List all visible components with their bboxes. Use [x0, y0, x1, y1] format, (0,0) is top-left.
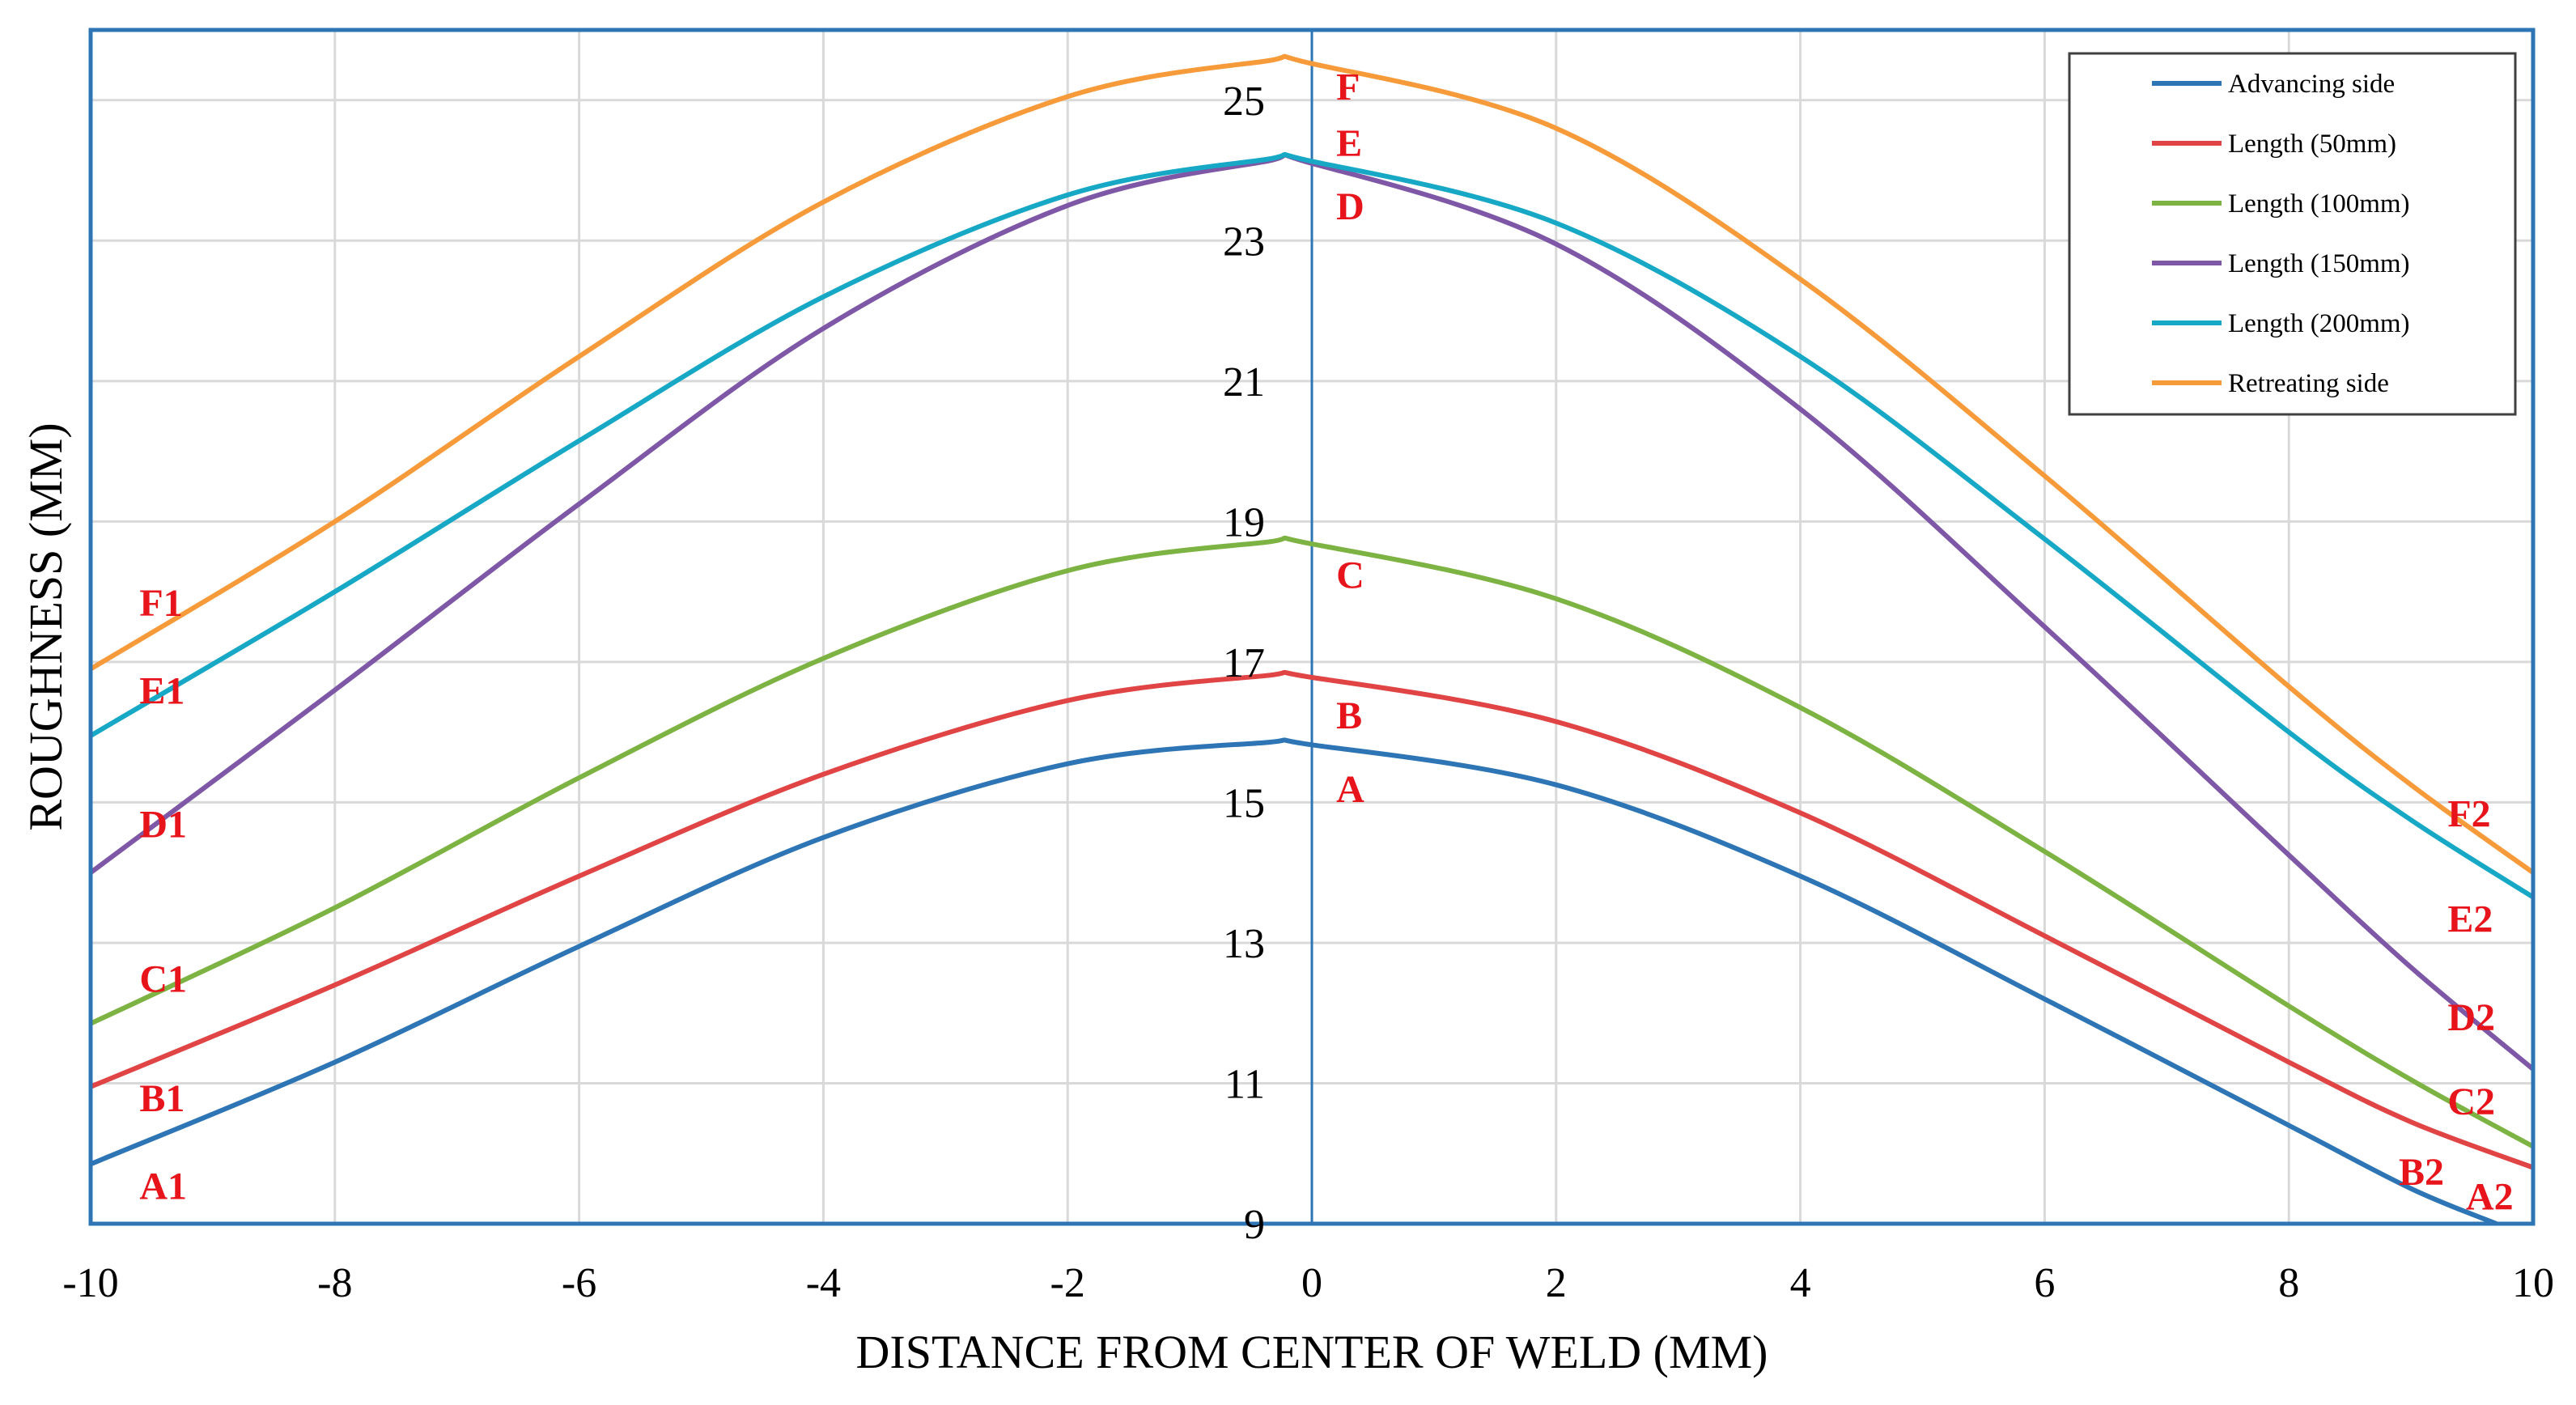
y-tick-label: 23 — [1223, 219, 1265, 265]
x-tick-label: 10 — [2512, 1260, 2554, 1306]
y-tick-label: 15 — [1223, 780, 1265, 826]
legend-entry-label: Length (50mm) — [2228, 129, 2396, 159]
point-label: C1 — [139, 957, 187, 1000]
series-line-length-100mm- — [89, 535, 2535, 1149]
point-label: B1 — [139, 1077, 185, 1120]
x-tick-label: 8 — [2278, 1260, 2299, 1306]
legend-entry-label: Advancing side — [2228, 70, 2395, 99]
y-tick-label: 13 — [1223, 921, 1265, 967]
y-tick-label: 19 — [1223, 499, 1265, 545]
legend-box — [2068, 52, 2517, 416]
x-tick-label: -6 — [562, 1260, 596, 1306]
x-tick-labels: -10 -8 -6 -4 -2 0 2 4 6 8 10 — [62, 1260, 2554, 1306]
series-line-retreating-side — [89, 53, 2535, 875]
point-label: F — [1336, 66, 1360, 108]
point-label: E — [1336, 122, 1362, 165]
y-tick-labels: 9 11 13 15 17 19 21 23 25 — [1223, 79, 1265, 1248]
x-tick-label: 6 — [2034, 1260, 2055, 1306]
legend-entry-label: Length (200mm) — [2228, 309, 2410, 338]
point-label: A1 — [139, 1165, 187, 1208]
y-tick-label: 21 — [1223, 359, 1265, 405]
x-tick-label: 2 — [1546, 1260, 1567, 1306]
legend-entry-label: Length (100mm) — [2228, 189, 2410, 219]
x-tick-label: 0 — [1301, 1260, 1322, 1306]
point-label: C — [1336, 554, 1364, 596]
series-line-length-200mm- — [89, 151, 2535, 900]
series-line-length-50mm- — [89, 669, 2535, 1170]
legend: Advancing side Length (50mm) Length (100mm… — [2068, 52, 2517, 416]
point-label: F2 — [2447, 792, 2490, 835]
x-tick-label: -10 — [62, 1260, 118, 1306]
point-label: D2 — [2447, 996, 2495, 1039]
y-tick-label: 9 — [1244, 1202, 1265, 1248]
point-label: E2 — [2447, 898, 2493, 941]
series-lines — [89, 53, 2535, 1226]
y-axis-title: ROUGHNESS (MM) — [19, 422, 72, 830]
legend-entry-label: Length (150mm) — [2228, 249, 2410, 278]
point-label: B — [1336, 694, 1362, 737]
point-label: A2 — [2466, 1175, 2514, 1218]
point-label: E1 — [139, 670, 185, 713]
legend-entry-label: Retreating side — [2228, 369, 2389, 398]
x-tick-label: 4 — [1790, 1260, 1811, 1306]
y-tick-label: 11 — [1224, 1061, 1265, 1107]
point-label: B2 — [2399, 1151, 2444, 1194]
point-label: F1 — [139, 582, 182, 625]
x-tick-label: -4 — [806, 1260, 841, 1306]
point-label: D1 — [139, 803, 187, 846]
point-label: A — [1336, 768, 1364, 811]
y-tick-label: 25 — [1223, 79, 1265, 125]
y-tick-label: 17 — [1223, 640, 1265, 686]
series-line-advancing-side — [89, 737, 2497, 1226]
x-tick-label: -2 — [1050, 1260, 1085, 1306]
point-label: C2 — [2447, 1080, 2495, 1123]
point-label: D — [1336, 185, 1364, 228]
plot-frame — [88, 28, 2536, 1226]
x-axis-title: DISTANCE FROM CENTER OF WELD (MM) — [856, 1326, 1768, 1378]
x-tick-label: -8 — [317, 1260, 352, 1306]
